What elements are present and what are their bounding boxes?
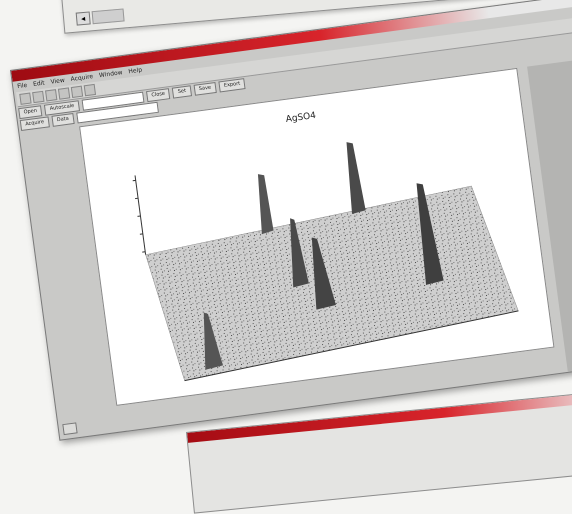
peak-back-right — [343, 141, 366, 214]
peak-back-left — [254, 173, 274, 234]
plot-title: AgSO4 — [285, 111, 317, 125]
menu-file[interactable]: File — [17, 81, 28, 91]
bottom-tab[interactable] — [62, 422, 77, 435]
save-icon[interactable] — [45, 89, 57, 101]
spectrum-surface — [142, 182, 521, 384]
acquire-button[interactable]: Acquire — [20, 116, 50, 131]
new-icon[interactable] — [19, 92, 31, 104]
data-button[interactable]: Data — [51, 113, 74, 127]
menu-edit[interactable]: Edit — [33, 79, 46, 89]
application-window: File Edit View Acquire Window Help Open … — [10, 0, 572, 441]
zoom-icon[interactable] — [71, 85, 83, 97]
open-icon[interactable] — [32, 90, 44, 102]
plot-icon[interactable] — [84, 83, 96, 95]
print-icon[interactable] — [58, 87, 70, 99]
y-axis — [135, 175, 146, 254]
scroll-left-arrow[interactable]: ◂ — [76, 11, 91, 25]
horizontal-scrollbar[interactable] — [92, 8, 125, 24]
waterfall-plot: AgSO4 — [80, 69, 553, 405]
plot-panel: AgSO4 — [79, 68, 554, 406]
